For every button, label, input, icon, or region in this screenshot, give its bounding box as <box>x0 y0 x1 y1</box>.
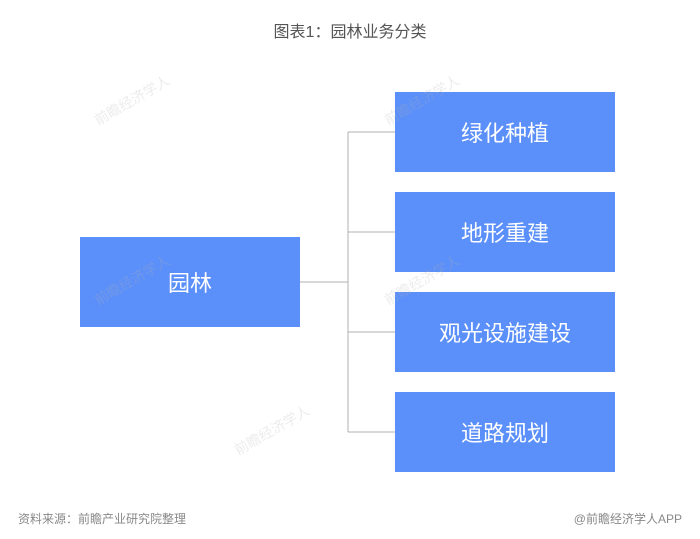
tree-diagram: 园林 绿化种植地形重建观光设施建设道路规划 <box>0 62 700 502</box>
child-node-3: 道路规划 <box>395 392 615 472</box>
chart-title: 图表1：园林业务分类 <box>0 0 700 42</box>
child-node-0: 绿化种植 <box>395 92 615 172</box>
footer: 资料来源：前瞻产业研究院整理 @前瞻经济学人APP <box>18 510 682 527</box>
child-node-1: 地形重建 <box>395 192 615 272</box>
source-text: 资料来源：前瞻产业研究院整理 <box>18 510 186 527</box>
source-label: 资料来源： <box>18 512 78 526</box>
attribution-text: @前瞻经济学人APP <box>574 510 682 527</box>
root-node: 园林 <box>80 237 300 327</box>
source-value: 前瞻产业研究院整理 <box>78 512 186 526</box>
child-node-2: 观光设施建设 <box>395 292 615 372</box>
